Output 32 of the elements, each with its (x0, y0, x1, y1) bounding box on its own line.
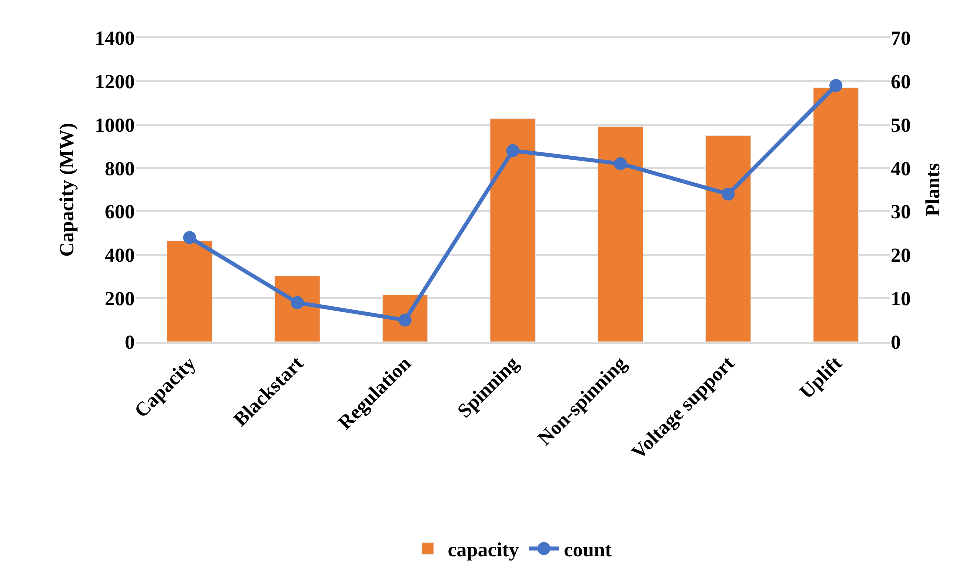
y-tick-label: 1000 (95, 114, 135, 137)
point (291, 296, 304, 310)
y2-axis-title: Plants (922, 163, 944, 217)
y-tick-label: 1400 (95, 28, 135, 50)
point (722, 188, 735, 201)
legend-label: count (564, 540, 612, 562)
bar (490, 118, 536, 342)
y2-tick-label: 20 (891, 245, 911, 268)
point (830, 79, 843, 92)
y2-tick-label: 0 (891, 332, 901, 354)
point (614, 157, 628, 170)
point (506, 144, 520, 158)
point (183, 231, 196, 244)
y2-tick-label: 10 (891, 288, 911, 311)
y-tick-label: 800 (105, 158, 135, 180)
bar (166, 240, 213, 342)
y2-tick-label: 40 (891, 158, 911, 180)
bar (706, 135, 752, 342)
y-axis-title: Capacity (MW) (56, 123, 78, 257)
bar (598, 126, 644, 342)
y2-tick-label: 60 (891, 71, 911, 94)
bar (813, 88, 860, 342)
y-tick-label: 0 (125, 332, 135, 354)
y-tick-label: 200 (105, 288, 135, 311)
y2-tick-label: 30 (891, 202, 911, 224)
y-tick-label: 400 (105, 245, 135, 268)
y2-tick-label: 70 (891, 28, 911, 50)
bar (274, 276, 320, 342)
y-tick-label: 600 (105, 202, 135, 224)
y2-tick-label: 50 (891, 114, 911, 137)
legend-label: capacity (448, 540, 520, 562)
y-tick-label: 1200 (95, 71, 135, 94)
